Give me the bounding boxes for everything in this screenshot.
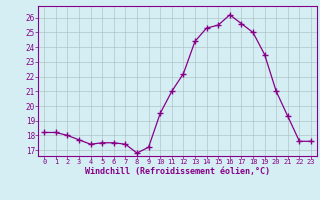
X-axis label: Windchill (Refroidissement éolien,°C): Windchill (Refroidissement éolien,°C) <box>85 167 270 176</box>
